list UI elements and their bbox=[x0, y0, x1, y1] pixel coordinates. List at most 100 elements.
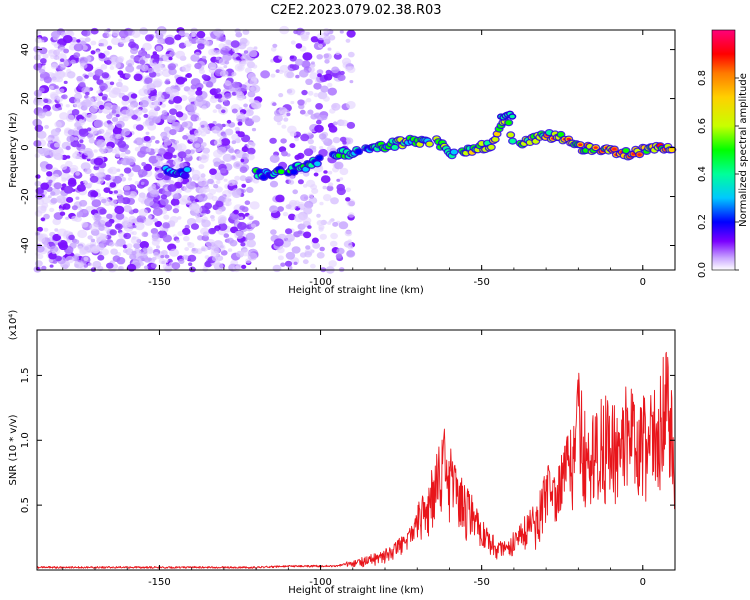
noise-speckle bbox=[307, 131, 312, 136]
spectrogram-x-ticks: -150 -100 -50 0 bbox=[62, 30, 676, 288]
noise-speckle bbox=[160, 194, 168, 200]
noise-speckle bbox=[269, 205, 279, 213]
noise-speckle bbox=[282, 211, 289, 217]
noise-speckle bbox=[224, 92, 232, 99]
spectrogram-y-tick-label: 20 bbox=[20, 92, 31, 105]
noise-speckle bbox=[123, 185, 131, 192]
noise-speckle bbox=[143, 113, 149, 118]
noise-speckle bbox=[223, 65, 228, 69]
noise-speckle bbox=[215, 50, 221, 55]
noise-speckle bbox=[307, 225, 312, 229]
noise-speckle bbox=[39, 47, 48, 55]
noise-speckle bbox=[347, 51, 355, 58]
noise-speckle bbox=[66, 71, 76, 79]
noise-speckle bbox=[161, 110, 168, 115]
noise-speckle bbox=[50, 31, 61, 39]
noise-speckle bbox=[349, 80, 354, 84]
noise-speckle bbox=[124, 73, 131, 79]
noise-speckle bbox=[87, 235, 93, 240]
echo-peak bbox=[593, 146, 598, 149]
noise-speckle bbox=[219, 168, 227, 174]
noise-speckle bbox=[185, 149, 192, 155]
noise-speckle bbox=[95, 50, 101, 55]
noise-speckle bbox=[134, 147, 141, 152]
noise-speckle bbox=[164, 36, 175, 45]
noise-speckle bbox=[99, 208, 107, 215]
noise-speckle bbox=[201, 142, 207, 147]
noise-speckle bbox=[224, 197, 231, 204]
noise-speckle bbox=[152, 218, 158, 223]
noise-speckle bbox=[62, 203, 71, 210]
noise-speckle bbox=[339, 177, 344, 181]
noise-speckle bbox=[93, 149, 98, 153]
noise-speckle bbox=[223, 100, 231, 107]
noise-speckle bbox=[48, 252, 57, 260]
noise-speckle bbox=[109, 81, 115, 86]
noise-speckle bbox=[201, 219, 206, 223]
noise-speckle bbox=[130, 47, 138, 55]
noise-speckle bbox=[195, 216, 203, 223]
noise-speckle bbox=[323, 73, 333, 81]
noise-speckle bbox=[63, 48, 69, 54]
noise-speckle bbox=[290, 100, 295, 105]
echo-peak bbox=[612, 147, 617, 151]
noise-speckle bbox=[302, 217, 312, 225]
noise-speckle bbox=[150, 135, 156, 140]
noise-speckle bbox=[36, 130, 47, 139]
noise-speckle bbox=[302, 259, 309, 265]
figure-title: C2E2.2023.079.02.38.R03 bbox=[270, 3, 441, 18]
noise-speckle bbox=[197, 43, 205, 50]
noise-speckle bbox=[127, 177, 133, 181]
noise-speckle bbox=[234, 127, 240, 132]
noise-speckle bbox=[82, 180, 87, 184]
noise-speckle bbox=[114, 153, 121, 158]
noise-speckle bbox=[147, 186, 157, 194]
noise-speckle bbox=[134, 221, 145, 231]
noise-speckle bbox=[138, 208, 149, 217]
noise-speckle bbox=[65, 114, 75, 122]
noise-speckle bbox=[331, 66, 340, 74]
noise-speckle bbox=[249, 201, 260, 210]
noise-speckle bbox=[335, 51, 340, 55]
noise-speckle bbox=[139, 100, 149, 108]
noise-speckle bbox=[145, 131, 150, 135]
noise-speckle bbox=[43, 213, 50, 220]
noise-speckle bbox=[106, 262, 114, 269]
noise-speckle bbox=[66, 196, 74, 203]
noise-speckle bbox=[110, 175, 115, 180]
noise-speckle bbox=[211, 126, 221, 134]
noise-speckle bbox=[134, 180, 140, 185]
noise-speckle bbox=[318, 224, 325, 230]
noise-speckle bbox=[150, 228, 159, 235]
noise-speckle bbox=[202, 267, 209, 272]
noise-speckle bbox=[215, 104, 222, 110]
noise-speckle bbox=[150, 95, 157, 101]
noise-speckle bbox=[190, 27, 198, 34]
noise-speckle bbox=[90, 27, 99, 35]
noise-speckle bbox=[49, 207, 55, 213]
noise-speckle bbox=[172, 154, 177, 159]
noise-speckle bbox=[155, 155, 162, 161]
noise-speckle bbox=[323, 35, 331, 43]
noise-speckle bbox=[104, 146, 113, 153]
noise-speckle bbox=[303, 148, 314, 157]
noise-speckle bbox=[319, 246, 325, 252]
noise-speckle bbox=[54, 228, 59, 232]
noise-speckle bbox=[125, 65, 135, 73]
noise-speckle bbox=[39, 68, 46, 75]
noise-speckle bbox=[304, 112, 309, 117]
noise-speckle bbox=[195, 95, 204, 102]
noise-speckle bbox=[251, 127, 257, 132]
noise-speckle bbox=[186, 103, 197, 113]
noise-speckle bbox=[158, 57, 164, 62]
noise-speckle bbox=[68, 177, 77, 185]
noise-speckle bbox=[124, 149, 131, 155]
echo-core bbox=[507, 132, 514, 138]
noise-speckle bbox=[157, 91, 163, 96]
noise-speckle bbox=[114, 146, 120, 152]
noise-speckle bbox=[77, 229, 88, 239]
noise-speckle bbox=[280, 262, 286, 267]
noise-speckle bbox=[285, 251, 296, 260]
noise-speckle bbox=[325, 69, 332, 75]
